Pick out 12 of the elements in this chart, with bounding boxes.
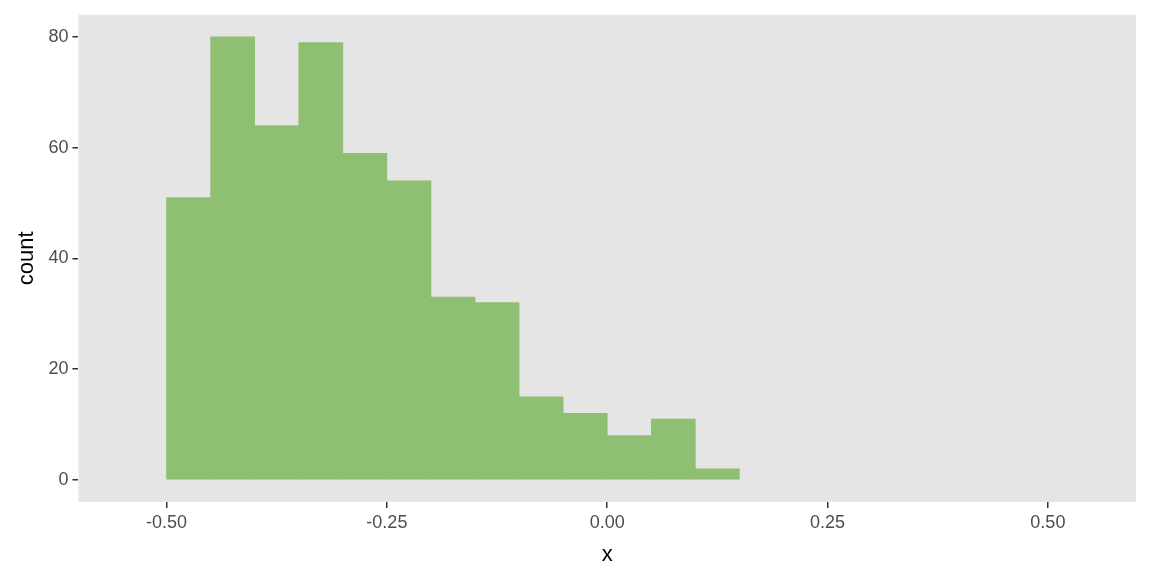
y-tick-label: 0 [58, 468, 69, 489]
x-tick-label: 0.25 [810, 511, 846, 532]
x-tick-label: -0.25 [366, 511, 408, 532]
x-tick-label: -0.50 [146, 511, 188, 532]
y-tick-label: 80 [48, 25, 69, 46]
y-tick-label: 20 [48, 358, 69, 379]
x-axis-title: x [601, 540, 613, 566]
y-axis-title: count [13, 231, 39, 286]
y-tick-label: 40 [48, 247, 69, 268]
x-tick-label: 0.50 [1030, 511, 1066, 532]
x-tick-label: 0.00 [589, 511, 625, 532]
y-tick-label: 60 [48, 136, 69, 157]
